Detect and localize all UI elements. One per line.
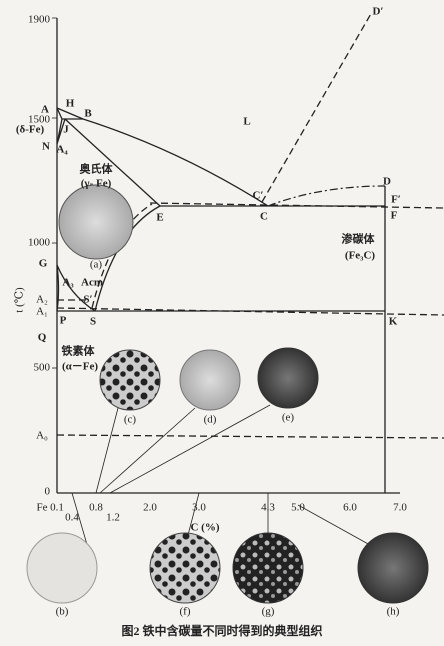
- x-tick: 2.0: [143, 502, 157, 514]
- micrograph-label: (f): [180, 606, 191, 618]
- y-mark: A₂: [36, 294, 48, 306]
- point-label: Q: [38, 332, 47, 344]
- point-label: N: [42, 141, 50, 153]
- phase-label: Acm: [81, 277, 103, 289]
- phase-label: 铁素体: [62, 344, 96, 358]
- micrograph-label: (g): [262, 606, 275, 618]
- y-tick: 1900: [28, 14, 51, 26]
- texts: t (℃) C (%) 1900 1500 1000 500 0 Fe 0.1 …: [14, 6, 408, 638]
- x-tick: Fe: [37, 502, 48, 514]
- phase-label: (γ- Fe): [81, 178, 112, 190]
- point-label: A: [41, 104, 49, 116]
- point-label: F′: [391, 194, 401, 206]
- x-tick: 5.0: [291, 502, 305, 514]
- point-label: C: [260, 211, 268, 223]
- micrograph-label: (e): [282, 412, 295, 424]
- x-tick: 4.3: [261, 502, 275, 514]
- micrograph-label: (b): [56, 606, 69, 618]
- point-label: D′: [372, 6, 383, 18]
- phase-lines: [52, 11, 444, 549]
- micrograph-label: (a): [90, 259, 103, 271]
- micrograph-label: (c): [124, 414, 137, 426]
- x-tick: 3.0: [192, 502, 206, 514]
- point-label: K: [389, 316, 398, 328]
- phase-label: A₄: [56, 144, 68, 156]
- point-label: S′: [83, 294, 92, 306]
- phase-label: (Fe₃C): [345, 250, 376, 262]
- micrograph-label: (d): [204, 414, 217, 426]
- x-label: C (%): [190, 522, 219, 534]
- y-label: t (℃): [14, 287, 26, 313]
- point-label: L: [243, 116, 250, 128]
- point-label: J: [63, 124, 69, 136]
- x-tick: 0.1: [50, 502, 64, 514]
- point-label: D: [383, 176, 391, 188]
- y-tick: 500: [34, 362, 51, 374]
- x-tick: 6.0: [343, 502, 357, 514]
- phase-label: A₃: [62, 277, 74, 289]
- point-label: C′: [252, 190, 263, 202]
- y-tick: 0: [45, 486, 51, 498]
- x-tick: 0.4: [65, 512, 79, 524]
- point-label: S: [90, 316, 96, 328]
- phase-label: (α－Fe): [62, 361, 98, 373]
- point-label: P: [60, 315, 67, 327]
- point-label: E: [156, 212, 163, 224]
- x-tick: 1.2: [106, 512, 120, 524]
- phase-label: 渗碳体: [342, 232, 376, 246]
- point-label: F: [391, 210, 398, 222]
- caption: 图2 铁中含碳量不同时得到的典型组织: [121, 623, 322, 638]
- y-tick: 1000: [28, 237, 51, 249]
- point-label: G: [39, 258, 48, 270]
- micrographs: [26, 184, 429, 604]
- x-tick: 7.0: [393, 502, 407, 514]
- point-label: B: [84, 108, 92, 120]
- point-label: H: [66, 98, 75, 110]
- y-mark: A₁: [36, 306, 48, 318]
- x-tick: 0.8: [89, 502, 103, 514]
- micrograph-label: (h): [387, 606, 400, 618]
- phase-label: 奥氏体: [79, 162, 114, 176]
- y-tick: 1500: [28, 114, 51, 126]
- phase-label: (δ-Fe): [16, 124, 45, 136]
- y-mark: A₀: [36, 430, 48, 442]
